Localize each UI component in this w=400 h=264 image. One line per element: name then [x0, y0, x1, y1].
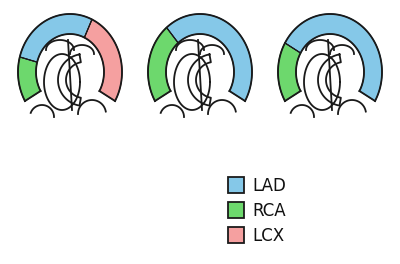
Polygon shape — [166, 14, 252, 101]
Polygon shape — [148, 27, 178, 101]
Bar — [228, 202, 244, 218]
Text: LAD: LAD — [252, 177, 286, 195]
Bar — [228, 177, 244, 193]
Polygon shape — [18, 57, 40, 101]
Bar — [228, 227, 244, 243]
Polygon shape — [84, 20, 122, 101]
Polygon shape — [285, 14, 382, 101]
Polygon shape — [20, 14, 92, 62]
Polygon shape — [278, 43, 300, 101]
Text: LCX: LCX — [252, 227, 284, 245]
Text: RCA: RCA — [252, 202, 286, 220]
